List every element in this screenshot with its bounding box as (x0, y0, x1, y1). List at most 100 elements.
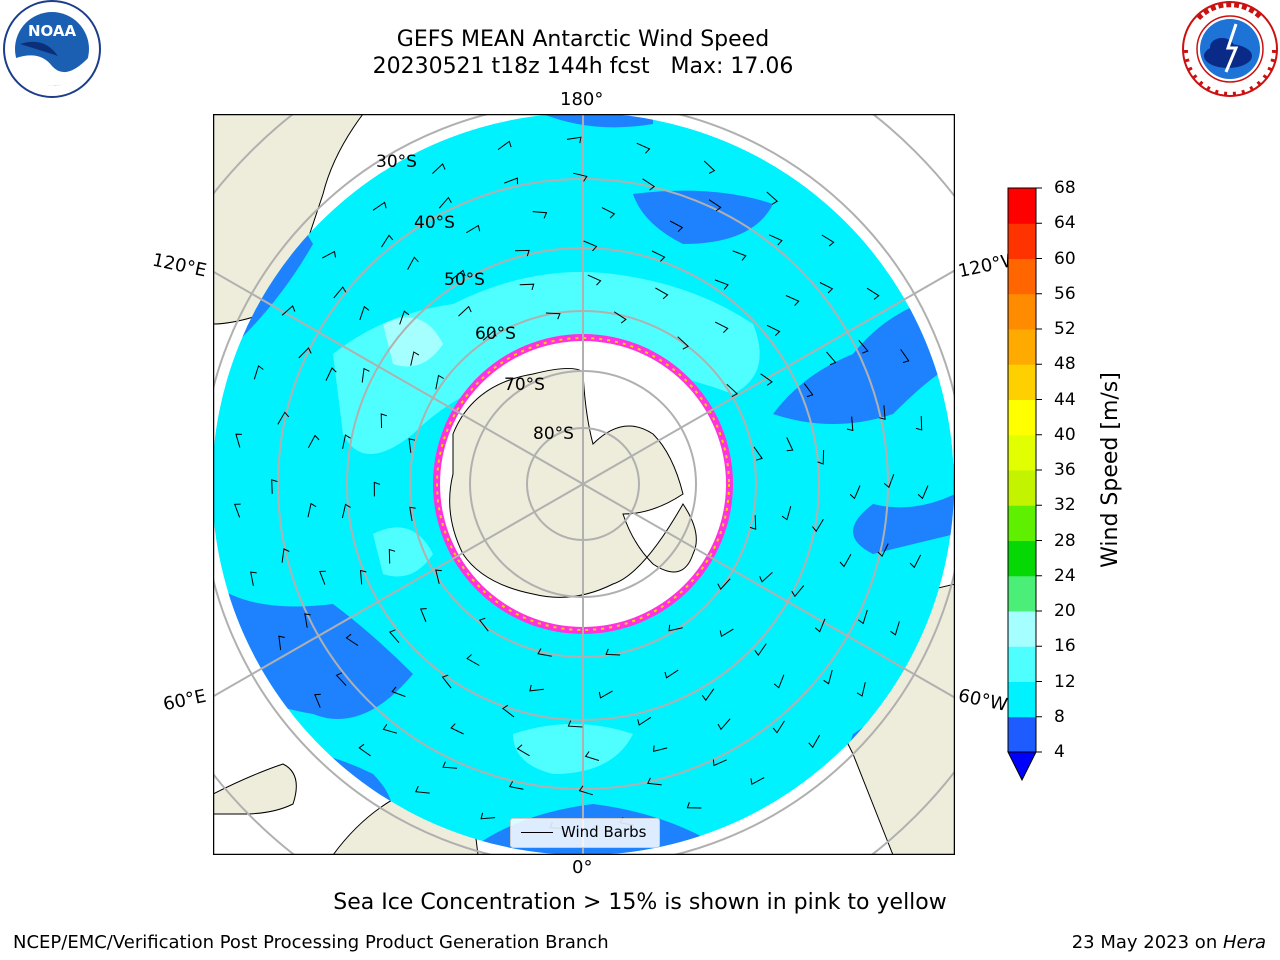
wind-barb (388, 629, 400, 644)
wind-barb (567, 720, 583, 728)
wind-barb (382, 724, 398, 734)
wind-barb (508, 781, 524, 790)
colorbar-label: Wind Speed [m/s] (1098, 372, 1123, 568)
wind-barb (817, 449, 825, 465)
colorbar-segment (1008, 258, 1036, 295)
colorbar-tick-label: 32 (1054, 495, 1076, 516)
wind-barb (849, 485, 861, 500)
wind-barb (419, 608, 427, 623)
lon-label-0: 0° (572, 857, 593, 878)
lon-label-120e: 120°E (150, 249, 209, 282)
footer-credit: NCEP/EMC/Verification Post Processing Pr… (13, 932, 609, 953)
nws-logo (1182, 1, 1278, 97)
colorbar-tick-label: 28 (1054, 530, 1076, 551)
wind-barb (537, 648, 552, 657)
colorbar-tick-label: 60 (1054, 248, 1076, 269)
wind-barb (714, 279, 729, 290)
lat-label-60s: 60°S (475, 324, 516, 344)
wind-barb (573, 172, 588, 182)
wind-barb (772, 720, 785, 734)
wind-barb (271, 479, 278, 494)
colorbar-tick-label: 68 (1054, 178, 1076, 198)
wind-barb (345, 633, 359, 647)
wind-barb (613, 311, 627, 324)
wind-barb (442, 761, 458, 769)
wind-barb (529, 684, 544, 692)
legend-label: Wind Barbs (561, 823, 647, 841)
wind-barb (587, 274, 602, 286)
colorbar-segment (1008, 716, 1036, 753)
wind-barb (438, 196, 452, 209)
wind-barb (808, 734, 821, 749)
wind-barb (909, 554, 922, 569)
svg-text:NOAA: NOAA (28, 22, 77, 40)
wind-barb (605, 648, 621, 656)
wind-barb (359, 569, 367, 585)
wind-barb (669, 220, 684, 233)
wind-barb (399, 310, 410, 325)
wind-barb (381, 234, 394, 248)
colorbar-tick-label: 8 (1054, 706, 1065, 727)
colorbar-segment (1008, 293, 1036, 330)
caption: Sea Ice Concentration > 15% is shown in … (333, 890, 947, 915)
wind-barb (712, 759, 727, 767)
wind-barb (466, 224, 481, 234)
legend-line-swatch (521, 832, 553, 833)
wind-band-16-20 (383, 317, 443, 367)
wind-barb (410, 351, 420, 366)
wind-barb (664, 669, 679, 679)
wind-barb (415, 785, 430, 794)
wind-barb (578, 785, 593, 796)
wind-barb (917, 485, 929, 500)
wind-barb (314, 693, 321, 708)
wind-barb (325, 367, 337, 381)
wind-barb (250, 571, 257, 586)
wind-barb (373, 481, 381, 497)
lon-label-60e: 60°E (161, 685, 208, 716)
wind-barb (714, 321, 729, 333)
africa-land (213, 763, 297, 815)
wind-barb (432, 163, 446, 174)
wind-barb (642, 178, 656, 191)
wind-barb (781, 505, 792, 521)
wind-barb (298, 347, 312, 359)
wind-barb (839, 554, 852, 568)
wind-barb (814, 618, 826, 633)
wind-barb (750, 777, 765, 785)
footer-date: 23 May 2023 on Hera (1072, 932, 1266, 953)
colorbar-segment (1008, 646, 1036, 682)
wind-barb (516, 744, 530, 757)
wind-barb (584, 751, 600, 761)
wind-barb (277, 411, 290, 425)
colorbar-segment (1008, 188, 1036, 224)
wind-barb (583, 240, 598, 252)
colorbar-tick-label: 44 (1054, 389, 1076, 410)
wind-barb (653, 745, 668, 752)
colorbar-tick-label: 64 (1054, 213, 1076, 234)
colorbar (1007, 187, 1042, 782)
wind-barb (753, 446, 763, 461)
wind-barb (502, 704, 515, 718)
wind-barb (233, 503, 241, 518)
wind-barb (335, 672, 347, 686)
wind-barb (478, 617, 489, 632)
wind-barb (566, 136, 582, 144)
wind-barb (726, 383, 738, 398)
wind-barb (281, 548, 290, 563)
wind-barb (773, 674, 785, 689)
footer-machine: Hera (1222, 932, 1266, 953)
wind-barb (651, 250, 666, 262)
chart-title: GEFS MEAN Antarctic Wind Speed (396, 27, 770, 52)
colorbar-tick-label: 12 (1054, 671, 1076, 692)
colorbar-segment (1008, 470, 1036, 506)
wind-barb (466, 654, 480, 666)
lat-label-40s: 40°S (414, 213, 455, 233)
wind-barb (545, 312, 561, 320)
wind-barb (333, 286, 347, 299)
colorbar-segment (1008, 611, 1036, 647)
lat-label-70s: 70°S (504, 375, 545, 395)
wind-barb (856, 682, 866, 697)
wind-barb (647, 777, 662, 786)
wind-barb (701, 688, 715, 702)
wind-barb (766, 324, 781, 337)
